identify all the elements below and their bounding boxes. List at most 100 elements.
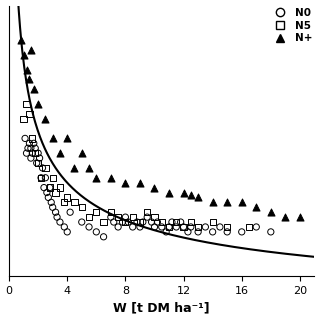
Point: [126, 220, 131, 225]
Point: [101, 220, 106, 225]
Point: [30, 151, 35, 156]
Point: [50, 205, 55, 210]
Point: [37, 156, 42, 161]
X-axis label: W [t DM ha⁻¹]: W [t DM ha⁻¹]: [113, 301, 210, 315]
Point: [178, 220, 183, 225]
Point: [50, 175, 55, 180]
Point: [210, 229, 215, 235]
Point: [57, 185, 62, 190]
Point: [36, 160, 41, 165]
Point: [46, 195, 51, 200]
Point: [188, 192, 193, 197]
Point: [30, 136, 35, 141]
Point: [62, 200, 67, 205]
Point: [24, 101, 29, 107]
Point: [53, 190, 58, 195]
Point: [22, 136, 28, 141]
Point: [268, 210, 273, 215]
Point: [36, 151, 41, 156]
Point: [116, 215, 121, 220]
Point: [27, 77, 32, 82]
Point: [217, 224, 222, 229]
Point: [79, 205, 84, 210]
Point: [62, 224, 67, 229]
Point: [79, 220, 84, 225]
Point: [24, 67, 29, 72]
Point: [120, 220, 125, 225]
Point: [28, 47, 33, 52]
Point: [246, 224, 252, 229]
Point: [268, 229, 273, 235]
Point: [181, 224, 186, 229]
Point: [134, 220, 140, 225]
Point: [130, 215, 135, 220]
Point: [137, 224, 142, 229]
Point: [72, 200, 77, 205]
Point: [36, 101, 41, 107]
Point: [149, 220, 154, 225]
Point: [108, 210, 113, 215]
Point: [152, 215, 157, 220]
Point: [137, 180, 142, 185]
Point: [297, 215, 302, 220]
Point: [57, 220, 62, 225]
Point: [164, 229, 169, 235]
Point: [152, 185, 157, 190]
Point: [68, 210, 73, 215]
Point: [152, 224, 157, 229]
Point: [188, 224, 193, 229]
Point: [34, 160, 39, 165]
Point: [47, 185, 52, 190]
Point: [21, 52, 26, 57]
Point: [72, 165, 77, 171]
Point: [137, 220, 142, 225]
Point: [18, 37, 23, 43]
Point: [203, 224, 208, 229]
Point: [40, 165, 45, 171]
Point: [44, 190, 49, 195]
Point: [27, 141, 32, 146]
Point: [145, 210, 150, 215]
Point: [86, 224, 92, 229]
Point: [225, 200, 230, 205]
Point: [33, 146, 38, 151]
Point: [43, 165, 48, 171]
Point: [108, 215, 113, 220]
Point: [50, 136, 55, 141]
Point: [169, 220, 174, 225]
Point: [181, 190, 186, 195]
Point: [123, 215, 128, 220]
Point: [159, 220, 164, 225]
Point: [38, 175, 44, 180]
Point: [108, 175, 113, 180]
Legend: N0, N5, N+: N0, N5, N+: [270, 8, 312, 43]
Point: [196, 224, 201, 229]
Point: [111, 220, 116, 225]
Point: [33, 151, 38, 156]
Point: [166, 224, 172, 229]
Point: [254, 224, 259, 229]
Point: [140, 220, 145, 225]
Point: [166, 224, 172, 229]
Point: [185, 229, 190, 235]
Point: [239, 200, 244, 205]
Point: [31, 87, 36, 92]
Point: [145, 215, 150, 220]
Point: [225, 229, 230, 235]
Point: [123, 220, 128, 225]
Point: [86, 165, 92, 171]
Point: [43, 116, 48, 121]
Point: [41, 185, 46, 190]
Point: [47, 185, 52, 190]
Point: [21, 116, 26, 121]
Point: [123, 180, 128, 185]
Point: [188, 220, 193, 225]
Point: [239, 229, 244, 235]
Point: [38, 175, 44, 180]
Point: [27, 111, 32, 116]
Point: [43, 175, 48, 180]
Point: [28, 156, 33, 161]
Point: [94, 175, 99, 180]
Point: [65, 195, 70, 200]
Point: [31, 141, 36, 146]
